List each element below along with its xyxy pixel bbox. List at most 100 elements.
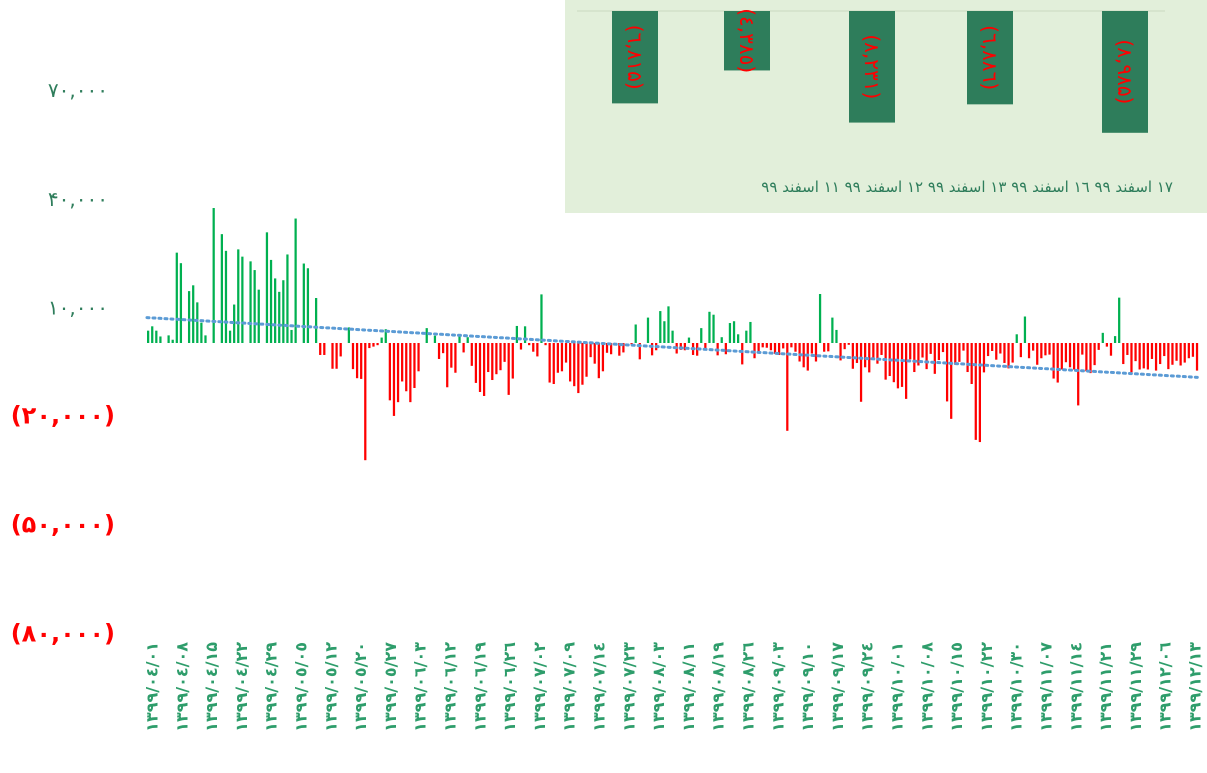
bar xyxy=(1147,343,1149,369)
bar xyxy=(1073,343,1075,369)
x-tick-label: ۱۳۹۹/۰۹/۲٤ xyxy=(858,642,877,732)
x-tick-label: ۱۳۹۹/۰٤/۱۵ xyxy=(202,642,221,732)
bar xyxy=(290,330,292,343)
inset-data-label: (٦,۸۱۵) xyxy=(623,25,647,90)
x-tick-label: ۱۳۹۹/۰۸/۱۱ xyxy=(679,642,698,732)
bar xyxy=(356,343,358,378)
bar xyxy=(782,343,784,348)
bar xyxy=(258,290,260,343)
bar xyxy=(467,337,469,343)
bar xyxy=(1040,343,1042,358)
x-tick-label: ۱۳۹۹/۰۷/۲۳ xyxy=(619,642,638,732)
bar xyxy=(1175,343,1177,361)
bar xyxy=(557,343,559,373)
bar xyxy=(389,343,391,400)
bar xyxy=(1184,343,1186,363)
bar xyxy=(1098,343,1100,350)
bar xyxy=(885,343,887,380)
bar xyxy=(376,343,378,345)
bar xyxy=(536,343,538,356)
x-tick-label: ۱۳۹۹/۰۷/۱٤ xyxy=(590,642,609,732)
bar xyxy=(381,338,383,343)
bar xyxy=(196,302,198,343)
bar xyxy=(823,343,825,352)
bar xyxy=(503,343,505,362)
bar xyxy=(188,291,190,343)
bar xyxy=(1020,343,1022,357)
bar xyxy=(1192,343,1194,357)
bar xyxy=(737,334,739,343)
bar xyxy=(544,343,546,345)
recent-days-inset-chart: (۸,۹۸۵) (٦,۸۸٦) (۸,۲۳۱) (٤,۳۸٥) (٦,۸۱۵) ۱۷ اس… xyxy=(565,0,1207,213)
bar xyxy=(893,343,895,382)
x-tick-label: ۱۳۹۹/۰٤/۰۸ xyxy=(172,642,191,732)
bar xyxy=(147,331,149,343)
bar xyxy=(360,343,362,379)
x-tick-label: ۱۳۹۹/۱۰/۰۸ xyxy=(917,642,936,732)
bar xyxy=(1143,343,1145,368)
bar xyxy=(942,343,944,352)
bar xyxy=(335,343,337,369)
bar xyxy=(1118,298,1120,343)
bar xyxy=(954,343,956,365)
bar xyxy=(1007,343,1009,368)
bar xyxy=(516,326,518,343)
inset-category-labels: ۱۷ اسفند ۹۹ ۱٦ اسفند ۹۹ ۱۳ اسفند ۹۹ ۱۲ ا… xyxy=(761,178,1173,196)
bar xyxy=(508,343,510,395)
bar xyxy=(852,343,854,369)
bar xyxy=(180,263,182,343)
bar xyxy=(241,257,243,343)
bar xyxy=(1077,343,1079,405)
bar xyxy=(249,261,251,343)
bar xyxy=(880,343,882,355)
bar xyxy=(983,343,985,372)
bar xyxy=(479,343,481,392)
bar xyxy=(352,343,354,369)
bar xyxy=(1126,343,1128,355)
bar xyxy=(1003,343,1005,363)
bar xyxy=(745,331,747,343)
bar xyxy=(491,343,493,380)
bar xyxy=(1012,343,1014,363)
bar xyxy=(733,321,735,343)
bar xyxy=(594,343,596,364)
bar xyxy=(413,343,415,388)
x-tick-label: ۱۳۹۹/۱۱/۲۹ xyxy=(1126,642,1145,732)
bar xyxy=(975,343,977,440)
bar xyxy=(590,343,592,357)
inset-data-label: (۸,۲۳۱) xyxy=(860,34,884,99)
bar xyxy=(237,249,239,343)
x-tick-label: ۱۳۹۹/۰۷/۰۹ xyxy=(560,642,579,732)
bar xyxy=(393,343,395,416)
bar xyxy=(1102,333,1104,343)
x-tick-label: ۱۳۹۹/۱۲/۱۳ xyxy=(1186,642,1205,732)
bar xyxy=(1110,343,1112,356)
bar xyxy=(569,343,571,381)
bar xyxy=(172,340,174,343)
bar xyxy=(368,343,370,348)
bar xyxy=(987,343,989,356)
x-tick-label: ۱۳۹۹/۰۷/۰۲ xyxy=(530,642,549,732)
bar xyxy=(798,343,800,362)
bar xyxy=(819,294,821,343)
bar xyxy=(872,343,874,358)
bar xyxy=(1028,343,1030,358)
bar xyxy=(295,219,297,343)
bar xyxy=(286,254,288,343)
bar xyxy=(532,343,534,352)
bar xyxy=(274,278,276,343)
x-tick-label: ۱۳۹۹/۰٤/۲۹ xyxy=(262,642,281,732)
bar xyxy=(958,343,960,362)
bar xyxy=(512,343,514,379)
bar xyxy=(999,343,1001,354)
bar xyxy=(303,264,305,343)
bar xyxy=(921,343,923,358)
bar xyxy=(815,343,817,362)
bar xyxy=(340,343,342,356)
bar xyxy=(1122,343,1124,364)
bar xyxy=(1044,343,1046,355)
bar xyxy=(565,343,567,363)
x-tick-label: ۱۳۹۹/۱۱/۰۷ xyxy=(1037,642,1056,732)
bar xyxy=(495,343,497,374)
bar xyxy=(807,343,809,371)
